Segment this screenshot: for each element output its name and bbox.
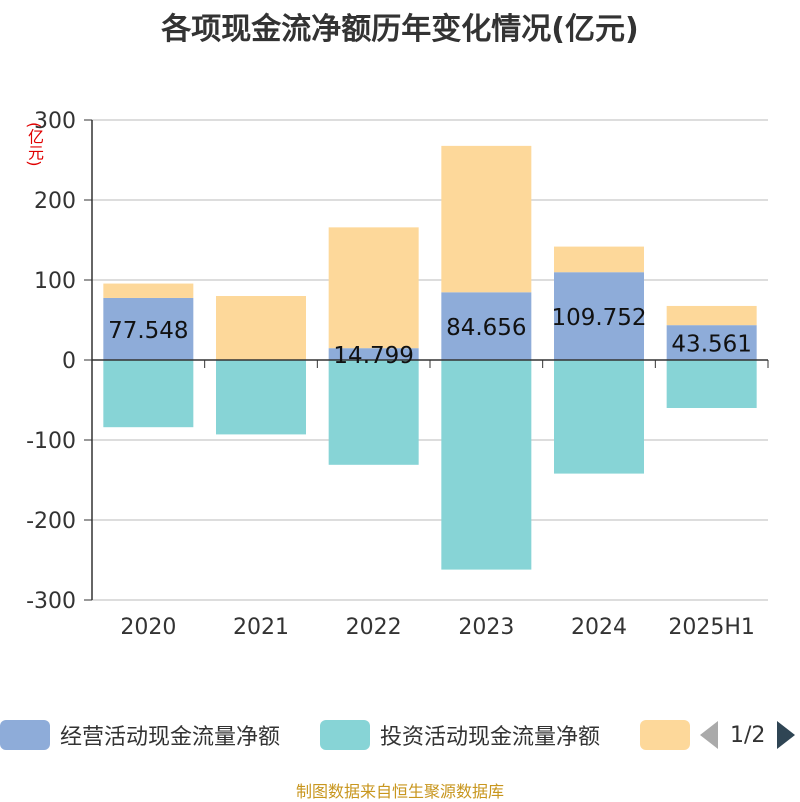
legend-label-investing: 投资活动现金流量净额: [380, 725, 601, 750]
bar-series2-2021: [216, 296, 306, 360]
data-label: 109.752: [551, 305, 646, 331]
bar-series0-2025H1: [666, 325, 757, 360]
y-tick-label: -200: [26, 509, 76, 534]
bar-series2-2020: [103, 283, 194, 298]
data-label: 84.656: [446, 315, 526, 341]
data-label: 43.561: [671, 332, 751, 358]
bar-series1-2022: [328, 360, 419, 465]
y-axis-unit: (亿元): [25, 122, 44, 167]
data-label: 77.548: [108, 318, 188, 344]
bar-series1-2021: [216, 360, 306, 435]
legend-pager: 1/2: [700, 718, 796, 752]
bar-series1-2025H1: [666, 360, 757, 408]
bar-series2-2025H1: [666, 305, 757, 326]
bar-series0-2024: [554, 272, 644, 360]
y-tick-label: 100: [34, 269, 76, 294]
bar-chart: 300 200 100 0 -100 -200 -300 77.548 14.799 84.656…: [26, 109, 769, 640]
bar-series2-2024: [554, 246, 644, 273]
bar-series2-2023: [441, 145, 532, 293]
y-tick-label: -300: [26, 589, 76, 614]
x-tick-label: 2021: [233, 615, 289, 640]
x-tick-label: 2025H1: [668, 615, 755, 640]
legend-swatch-investing: [320, 720, 370, 750]
legend-item-financing[interactable]: [640, 718, 690, 752]
bar-series0-2022: [328, 348, 419, 360]
x-tick-label: 2023: [458, 615, 514, 640]
bar-series1-2024: [554, 360, 644, 474]
y-tick-label: 300: [34, 109, 76, 134]
legend-label-operating: 经营活动现金流量净额: [60, 725, 281, 750]
chart-title: 各项现金流净额历年变化情况(亿元): [161, 12, 639, 47]
y-tick-label: 200: [34, 189, 76, 214]
legend-item-operating[interactable]: 经营活动现金流量净额: [0, 718, 280, 752]
pager-prev-icon[interactable]: [700, 721, 718, 749]
legend-swatch-operating: [0, 720, 50, 750]
data-label: 14.799: [333, 343, 413, 369]
y-tick-label: -100: [26, 429, 76, 454]
source-note: 制图数据来自恒生聚源数据库: [295, 782, 504, 801]
legend-swatch-financing: [640, 720, 690, 750]
x-tick-label: 2022: [346, 615, 402, 640]
bar-series1-2020: [103, 360, 194, 428]
bar-series0-2023: [441, 292, 532, 360]
bar-series1-2023: [441, 360, 532, 570]
pager-next-icon[interactable]: [777, 721, 796, 749]
y-tick-label: 0: [62, 349, 76, 374]
bar-series2-2022: [328, 227, 419, 349]
x-tick-label: 2020: [120, 615, 176, 640]
x-tick-label: 2024: [571, 615, 627, 640]
bar-series0-2020: [103, 297, 194, 360]
legend-item-investing[interactable]: 投资活动现金流量净额: [320, 718, 600, 752]
legend-page-indicator: 1/2: [730, 722, 766, 748]
